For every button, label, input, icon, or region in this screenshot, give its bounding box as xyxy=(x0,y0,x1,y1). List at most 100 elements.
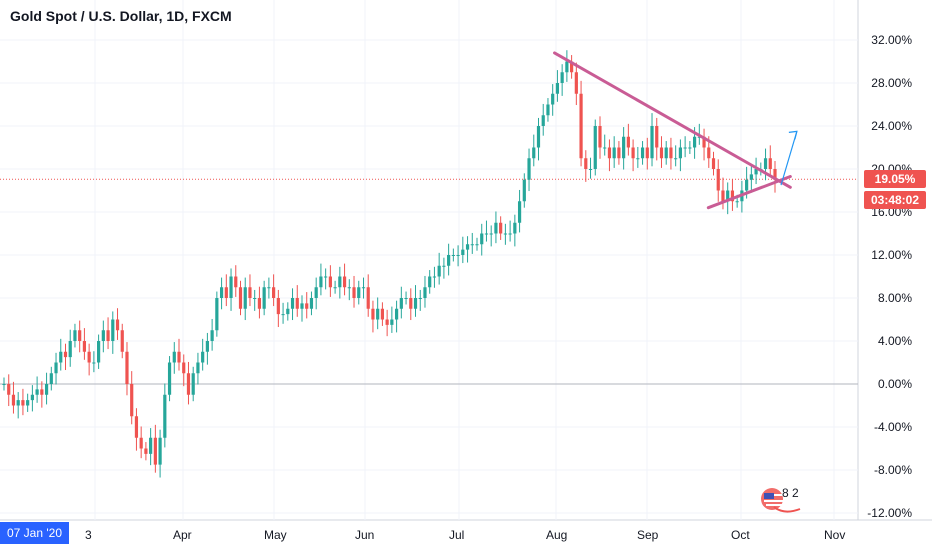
y-tick-label: 12.00% xyxy=(871,248,912,262)
candle-body xyxy=(716,169,720,191)
x-tick-label: Sep xyxy=(637,528,659,542)
candle-body xyxy=(726,190,730,202)
candle-body xyxy=(97,341,101,363)
candle-body xyxy=(361,287,366,289)
y-tick-label: 4.00% xyxy=(877,334,912,348)
crosshair-date-label: 07 Jan '20 xyxy=(0,522,70,544)
candle-body xyxy=(281,314,285,316)
candle-body xyxy=(82,341,87,352)
badge-count: 8 2 xyxy=(782,486,799,500)
candle-body xyxy=(437,265,441,277)
x-tick-label: Oct xyxy=(731,528,750,542)
candle-body xyxy=(754,169,758,175)
candle-body xyxy=(272,287,276,298)
candle-body xyxy=(546,104,550,116)
candle-body xyxy=(409,298,413,309)
candle-body xyxy=(428,276,432,288)
candle-body xyxy=(49,373,53,384)
candle-body xyxy=(499,222,503,234)
candle-body xyxy=(532,147,536,159)
candle-body xyxy=(229,276,233,298)
candle-body xyxy=(44,384,49,395)
candle-body xyxy=(527,158,531,180)
candle-body xyxy=(219,287,224,298)
projection-arrow-head xyxy=(788,130,798,140)
candle-body xyxy=(106,330,110,341)
candle-body xyxy=(35,389,39,395)
candle-body xyxy=(158,437,162,465)
candle-body xyxy=(172,351,176,363)
candle-body xyxy=(749,174,753,180)
candle-body xyxy=(560,72,564,83)
candle-body xyxy=(645,147,649,159)
candle-body xyxy=(674,158,678,160)
candle-body xyxy=(385,319,389,325)
candle-body xyxy=(68,341,72,358)
candle-body xyxy=(54,362,58,374)
candle-body xyxy=(588,169,593,170)
candle-body xyxy=(347,287,351,289)
candle-body xyxy=(63,351,68,358)
y-tick-label: 32.00% xyxy=(871,33,912,47)
candle-body xyxy=(191,373,195,395)
candle-body xyxy=(745,179,749,191)
candle-body xyxy=(659,147,664,159)
candle-body xyxy=(177,351,181,363)
candle-body xyxy=(413,298,418,309)
candle-body xyxy=(711,158,716,169)
candle-body xyxy=(153,437,157,465)
candle-body xyxy=(447,255,451,266)
candle-body xyxy=(115,319,120,331)
chart-title: Gold Spot / U.S. Dollar, 1D, FXCM xyxy=(10,8,232,24)
candle-body xyxy=(735,201,739,203)
y-tick-label: 0.00% xyxy=(877,377,912,391)
candle-body xyxy=(262,287,266,309)
candle-body xyxy=(352,287,356,298)
candle-body xyxy=(442,265,446,267)
candle-body xyxy=(333,287,337,289)
candle-body xyxy=(517,201,522,223)
candle-body xyxy=(2,384,6,385)
candle-body xyxy=(451,255,455,256)
candle-body xyxy=(92,362,96,364)
candle-body xyxy=(494,222,498,234)
candle-body xyxy=(26,400,30,406)
candle-body xyxy=(697,136,701,138)
candle-body xyxy=(655,126,659,148)
candle-body xyxy=(243,287,247,309)
candle-body xyxy=(201,351,205,363)
countdown-label: 03:48:02 xyxy=(864,191,926,209)
candle-body xyxy=(541,115,545,126)
candle-body xyxy=(234,276,238,288)
y-tick-label: 28.00% xyxy=(871,76,912,90)
candle-body xyxy=(461,249,465,255)
y-tick-label: -4.00% xyxy=(873,420,912,434)
candle-body xyxy=(328,276,332,288)
candle-body xyxy=(276,298,280,315)
candle-body xyxy=(551,93,555,105)
candle-body xyxy=(390,319,394,325)
candle-body xyxy=(702,136,706,148)
candle-body xyxy=(238,287,243,309)
candle-body xyxy=(456,255,460,256)
candle-body xyxy=(186,373,191,395)
candle-body xyxy=(205,341,209,352)
candle-body xyxy=(626,136,630,148)
candle-body xyxy=(730,190,735,202)
candle-body xyxy=(513,222,517,234)
candle-body xyxy=(404,298,408,299)
x-tick-label: Apr xyxy=(173,528,192,542)
flag-badge-icon[interactable] xyxy=(760,485,804,515)
candle-body xyxy=(399,298,403,309)
candle-body xyxy=(631,147,635,159)
candle-body xyxy=(565,61,569,73)
candle-body xyxy=(134,416,139,438)
candle-body xyxy=(380,308,385,320)
candle-body xyxy=(163,394,167,438)
candle-body xyxy=(101,330,105,341)
candle-body xyxy=(257,298,262,309)
candle-body xyxy=(300,303,304,309)
candle-body xyxy=(78,330,82,341)
